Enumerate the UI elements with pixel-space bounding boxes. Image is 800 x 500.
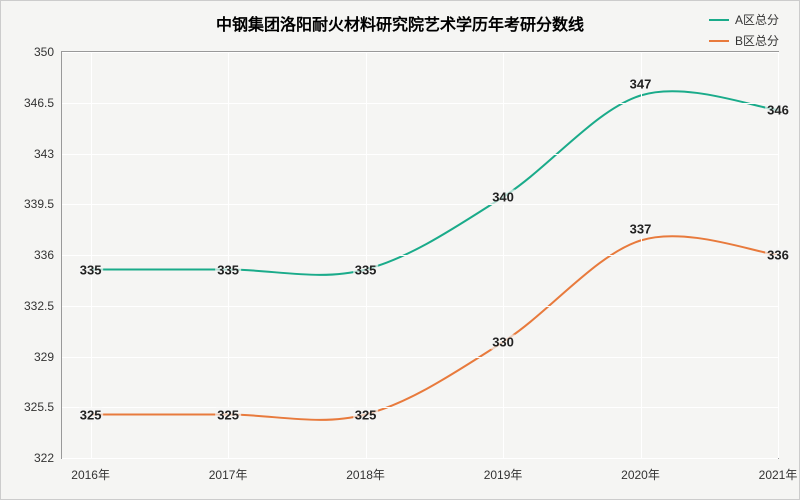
x-axis-label: 2016年 [71, 466, 110, 483]
series-line [91, 236, 778, 420]
chart-container: 中钢集团洛阳耐火材料研究院艺术学历年考研分数线 A区总分B区总分 322325.… [0, 0, 800, 500]
legend-item: B区总分 [709, 32, 779, 49]
data-label: 330 [490, 335, 516, 350]
series-line [91, 91, 778, 275]
legend-label: B区总分 [735, 32, 779, 49]
y-axis-label: 343 [34, 147, 54, 161]
gridline-h [62, 458, 778, 459]
gridline-h [62, 255, 778, 256]
data-label: 340 [490, 190, 516, 205]
gridline-h [62, 52, 778, 53]
y-axis-label: 322 [34, 451, 54, 465]
gridline-h [62, 407, 778, 408]
y-axis-label: 336 [34, 248, 54, 262]
y-axis-label: 350 [34, 45, 54, 59]
data-label: 337 [628, 221, 654, 236]
gridline-v [641, 52, 642, 458]
gridline-h [62, 154, 778, 155]
y-axis-label: 325.5 [24, 400, 54, 414]
gridline-h [62, 204, 778, 205]
y-axis-label: 346.5 [24, 96, 54, 110]
y-axis-label: 329 [34, 350, 54, 364]
gridline-h [62, 306, 778, 307]
data-label: 325 [353, 407, 379, 422]
data-label: 325 [215, 407, 241, 422]
data-label: 346 [765, 102, 791, 117]
legend-swatch [709, 19, 729, 21]
legend-label: A区总分 [735, 11, 779, 28]
gridline-v [91, 52, 92, 458]
gridline-v [228, 52, 229, 458]
x-axis-label: 2019年 [484, 466, 523, 483]
legend-item: A区总分 [709, 11, 779, 28]
y-axis-label: 332.5 [24, 299, 54, 313]
gridline-v [366, 52, 367, 458]
gridline-v [503, 52, 504, 458]
data-label: 335 [215, 262, 241, 277]
data-label: 347 [628, 76, 654, 91]
data-label: 336 [765, 248, 791, 263]
legend: A区总分 B区总分 [709, 11, 779, 53]
gridline-h [62, 103, 778, 104]
y-axis-label: 339.5 [24, 197, 54, 211]
x-axis-label: 2017年 [209, 466, 248, 483]
gridline-h [62, 357, 778, 358]
plot-area: 322325.5329332.5336339.5343346.53502016年… [61, 51, 779, 459]
x-axis-label: 2018年 [346, 466, 385, 483]
x-axis-label: 2021年 [759, 466, 798, 483]
data-label: 335 [78, 262, 104, 277]
x-axis-label: 2020年 [621, 466, 660, 483]
chart-title: 中钢集团洛阳耐火材料研究院艺术学历年考研分数线 [1, 11, 799, 35]
legend-swatch [709, 40, 729, 42]
data-label: 325 [78, 407, 104, 422]
data-label: 335 [353, 262, 379, 277]
